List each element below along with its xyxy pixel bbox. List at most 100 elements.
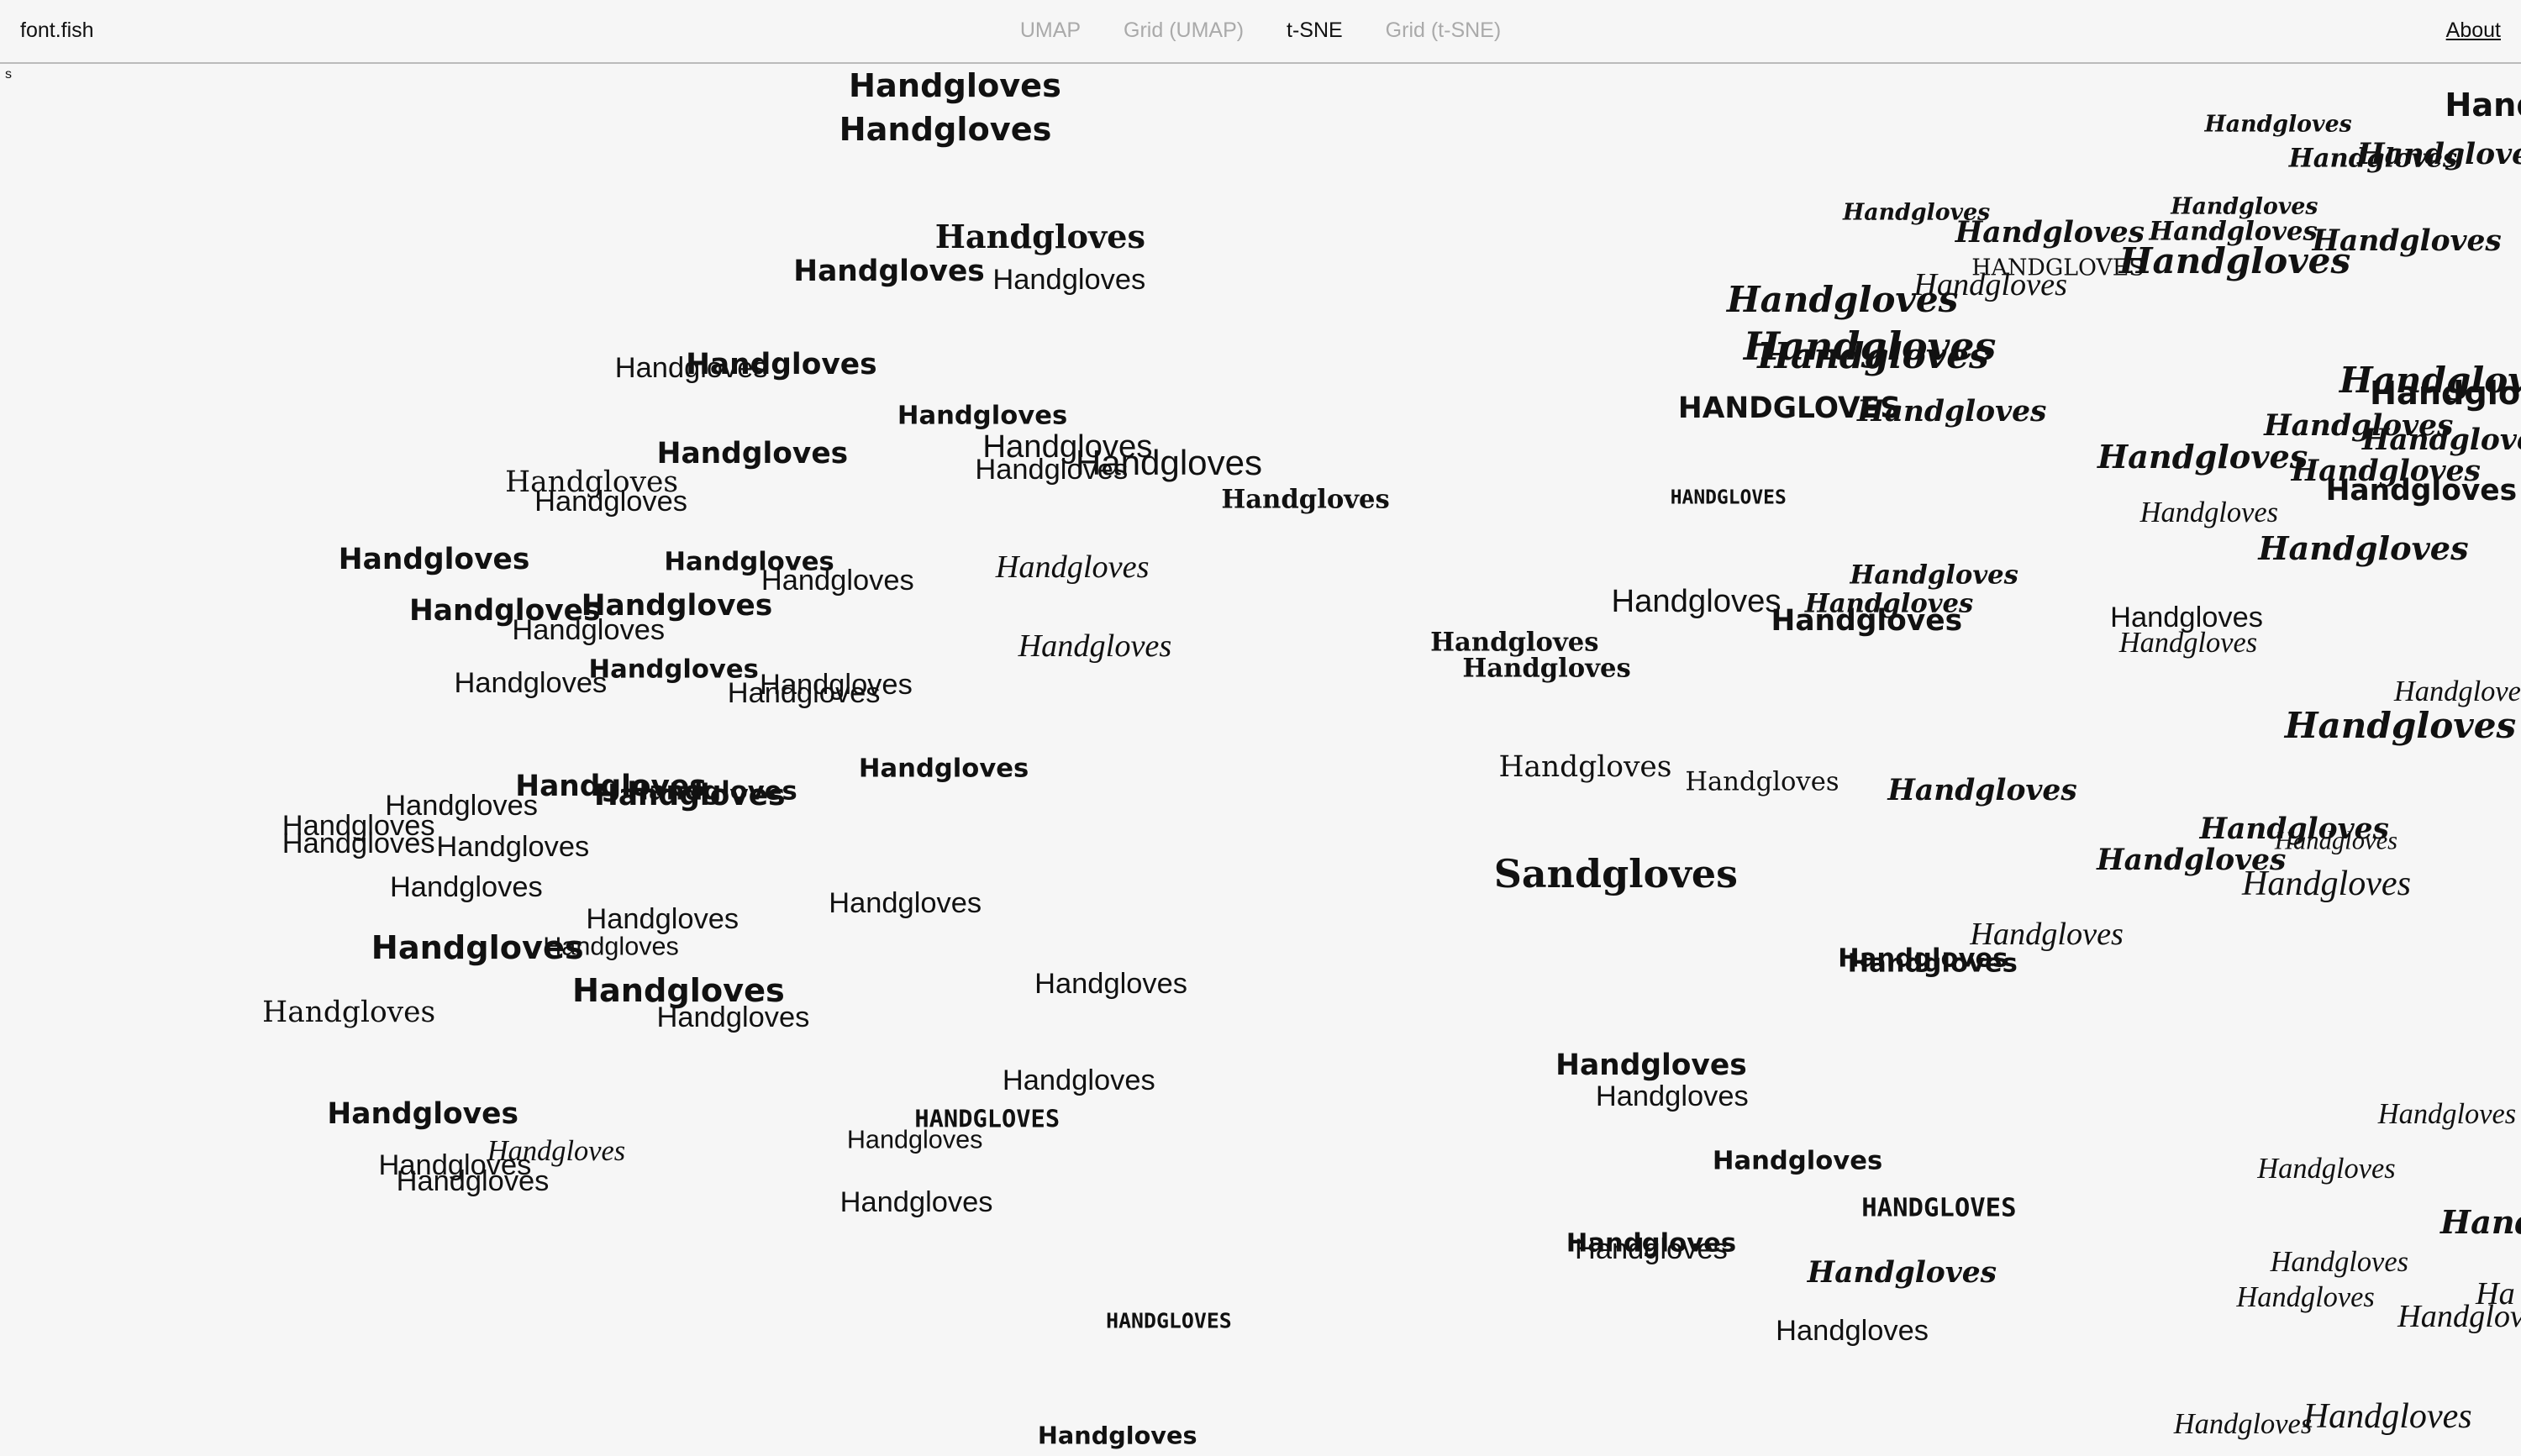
font-specimen[interactable]: Handgloves [2397,1298,2521,1334]
font-specimen[interactable]: Handgloves [934,218,1146,257]
font-specimen[interactable]: Handgloves [2236,1280,2375,1313]
font-specimen[interactable]: Handgloves [2361,423,2521,458]
font-specimen[interactable]: Handgloves [534,485,687,518]
font-specimen[interactable]: Handgloves [487,1134,626,1167]
font-specimen[interactable]: Handgloves [262,996,436,1030]
font-specimen[interactable]: HANDGLOVES [914,1104,1061,1133]
font-specimen[interactable]: Handgloves [385,789,538,822]
font-specimen[interactable]: Handgloves [1913,266,2067,302]
font-specimen[interactable]: Handgloves [2173,1407,2313,1440]
font-specimen[interactable]: Handgloves [1771,603,1963,638]
font-specimen[interactable]: Handgloves [727,676,881,709]
font-specimen[interactable]: Handgloves [1555,1049,1747,1083]
font-specimen[interactable]: Handgloves [338,542,530,576]
font-specimen[interactable]: Hand [2445,87,2521,125]
font-specimen[interactable]: Handgloves [793,255,985,289]
font-specimen[interactable]: Handgloves [2270,1245,2409,1278]
font-specimen[interactable]: Handgloves [1685,767,1839,797]
font-specimen[interactable]: Handgloves [656,1001,810,1033]
font-specimen[interactable]: Handgloves [2097,439,2308,477]
font-specimen[interactable]: Handgloves [858,754,1029,785]
font-specimen[interactable]: Handgloves [512,613,666,646]
font-specimen[interactable]: Handgloves [389,870,543,903]
font-specimen[interactable]: Handgloves [1843,200,1991,227]
font-specimen[interactable]: Handgloves [2312,223,2502,258]
font-specimen[interactable]: Handgloves [686,348,877,382]
nav-item[interactable]: t-SNE [1287,18,1343,42]
font-specimen[interactable]: Handgloves [588,654,759,685]
font-specimen[interactable]: Handgloves [1002,1064,1155,1096]
font-specimen[interactable]: Handgloves [2171,193,2318,220]
font-specimen[interactable]: Handgloves [849,67,1061,106]
font-specimen[interactable]: Handgloves [1847,949,2018,979]
nav-item[interactable]: Grid (UMAP) [1124,18,1245,42]
font-specimen[interactable]: Handgloves [2257,1152,2396,1185]
font-specimen[interactable]: Handgloves [839,110,1052,149]
font-specimen[interactable]: Handgloves [2377,1097,2517,1130]
font-specimen[interactable]: Handgloves [1970,916,2124,952]
font-specimen[interactable]: Handgloves [2204,111,2352,138]
font-specimen[interactable]: Handgloves [505,465,679,499]
font-specimen[interactable]: Handgloves [408,593,601,628]
font-specimen[interactable]: Handgloves [2339,358,2521,401]
font-specimen[interactable]: Handgloves [282,828,435,860]
font-specimen[interactable]: Handgloves [2241,864,2411,904]
font-specimen[interactable]: HANDGLOVES [1677,391,1901,425]
font-specimen[interactable]: Handgloves [378,1149,532,1181]
font-specimen[interactable]: Handgloves [586,903,739,936]
font-specimen[interactable]: Sandgloves [1493,850,1738,896]
font-specimen[interactable]: Handgloves [1776,1314,1929,1347]
font-specimen[interactable]: Handgloves [761,564,914,597]
font-specimen[interactable]: Handgloves [2258,530,2469,569]
font-specimen[interactable]: Handgloves [2369,374,2521,413]
font-specimen[interactable]: Handgloves [1743,323,1997,370]
font-specimen[interactable]: Handgloves [2284,703,2517,746]
font-specimen[interactable]: Handgloves [664,547,834,577]
font-specimen[interactable]: Handgloves [436,831,590,864]
nav-item[interactable]: Grid (t-SNE) [1385,18,1502,42]
font-specimen[interactable]: Handgloves [1807,1256,1997,1290]
font-specimen[interactable]: Handgloves [1857,394,2047,428]
font-specimen[interactable]: HANDGLOVES [1106,1308,1232,1333]
font-specimen[interactable]: Handgloves [1595,1080,1749,1112]
font-specimen[interactable]: Handgloves [759,668,913,701]
font-specimen[interactable]: Handgloves [1462,653,1631,684]
font-specimen[interactable]: Handgloves [571,972,785,1011]
font-specimen[interactable]: HANDGLOVES [1861,1193,2017,1223]
brand[interactable]: font.fish [20,18,94,42]
font-specimen[interactable]: Handgloves [2097,843,2287,877]
font-specimen[interactable]: Handgloves [1804,589,1974,620]
font-specimen[interactable]: HANDGLOVES [1670,486,1787,509]
font-specimen[interactable]: Handgloves [656,436,849,470]
font-specimen[interactable]: Handgloves [2303,1396,2472,1436]
font-specimen[interactable]: Handgloves [1037,1421,1197,1450]
font-specimen[interactable]: Handgloves [2118,239,2351,281]
font-specimen[interactable]: Handgloves [594,778,786,812]
font-specimen[interactable]: Handgloves [846,1125,983,1154]
font-specimen[interactable]: Handgloves [982,428,1153,465]
font-specimen[interactable]: Handgloves [581,589,773,623]
font-specimen[interactable]: Handgloves [1955,216,2145,250]
font-specimen[interactable]: Handgloves [839,1185,993,1218]
font-specimen[interactable]: Handgloves [1712,1146,1883,1176]
font-specimen[interactable]: Handgloves [2393,675,2521,707]
font-specimen[interactable]: Handgloves [829,887,982,920]
font-specimen[interactable]: Handgloves [2325,473,2518,507]
font-specimen[interactable]: Handgloves [1430,627,1599,658]
font-specimen[interactable]: Handgloves [282,810,435,843]
font-specimen[interactable]: Hand [2439,1203,2521,1242]
nav-item[interactable]: UMAP [1019,18,1082,42]
font-specimen[interactable]: Handgloves [2149,216,2318,247]
font-specimen[interactable]: Handgloves [2139,497,2279,529]
font-specimen[interactable]: Handgloves [1850,560,2018,591]
font-specimen[interactable]: Handgloves [2118,627,2258,660]
font-specimen[interactable]: Handgloves [627,776,797,807]
font-specimen[interactable]: Handgloves [2291,454,2481,488]
font-specimen[interactable]: Handgloves [543,932,679,961]
font-specimen[interactable]: Handgloves [2199,812,2389,847]
font-specimen[interactable]: Handgloves [992,263,1146,296]
font-specimen[interactable]: Handgloves [1075,442,1263,482]
font-specimen[interactable]: Handgloves [1221,484,1390,515]
font-specimen[interactable]: Handgloves [454,666,608,699]
font-specimen[interactable]: Handgloves [614,351,768,384]
